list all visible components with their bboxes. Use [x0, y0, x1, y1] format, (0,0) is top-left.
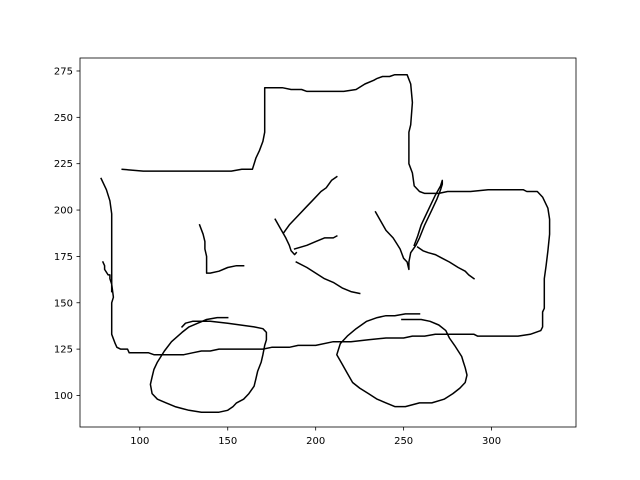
y-tick-label: 250	[54, 113, 73, 124]
y-tick-label: 275	[54, 66, 73, 77]
x-tick-label: 200	[306, 436, 325, 447]
y-tick-label: 100	[54, 391, 73, 402]
y-tick-label: 175	[54, 252, 73, 263]
x-tick-label: 300	[482, 436, 501, 447]
y-tick-label: 200	[54, 206, 73, 217]
y-tick-label: 225	[54, 159, 73, 170]
x-tick-label: 250	[394, 436, 413, 447]
x-tick-label: 150	[218, 436, 237, 447]
y-tick-label: 150	[54, 298, 73, 309]
y-tick-label: 125	[54, 345, 73, 356]
x-tick-label: 100	[130, 436, 149, 447]
